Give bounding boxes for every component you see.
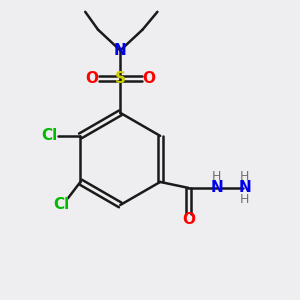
Text: N: N xyxy=(210,180,223,195)
Text: S: S xyxy=(115,71,126,86)
Text: O: O xyxy=(85,71,98,86)
Text: N: N xyxy=(238,180,251,195)
Text: H: H xyxy=(212,170,221,183)
Text: N: N xyxy=(114,43,127,58)
Text: H: H xyxy=(240,170,250,183)
Text: Cl: Cl xyxy=(42,128,58,143)
Text: O: O xyxy=(182,212,195,227)
Text: H: H xyxy=(240,193,250,206)
Text: Cl: Cl xyxy=(53,197,69,212)
Text: O: O xyxy=(142,71,155,86)
